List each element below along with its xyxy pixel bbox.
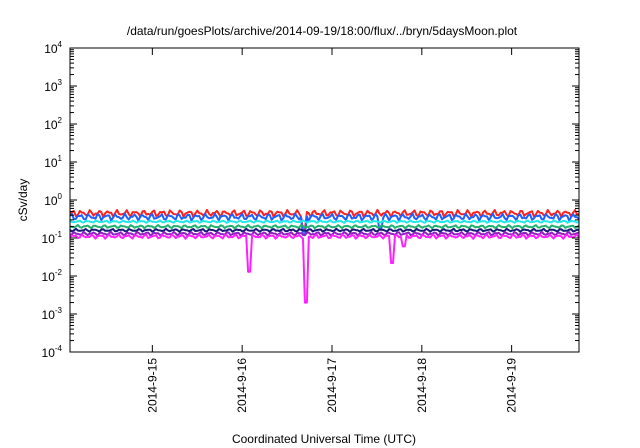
y-tick-base: 10 bbox=[44, 80, 58, 94]
y-tick-base: 10 bbox=[44, 194, 58, 208]
y-tick-exponent: -2 bbox=[55, 268, 63, 277]
x-tick-label: 2014-9-15 bbox=[145, 358, 159, 413]
x-tick-label: 2014-9-16 bbox=[235, 358, 249, 413]
y-tick-exponent: 0 bbox=[58, 192, 63, 201]
series-line bbox=[69, 208, 580, 232]
series-line bbox=[69, 227, 580, 233]
y-tick-base: 10 bbox=[42, 346, 56, 360]
x-tick-label: 2014-9-18 bbox=[415, 358, 429, 413]
y-tick-base: 10 bbox=[42, 308, 56, 322]
x-tick-label: 2014-9-17 bbox=[325, 358, 339, 413]
series-line bbox=[69, 212, 580, 236]
y-tick-exponent: 3 bbox=[58, 78, 63, 87]
series-line bbox=[69, 230, 580, 237]
series-line bbox=[69, 233, 580, 304]
y-tick-label: 101 bbox=[44, 154, 62, 170]
y-tick-label: 103 bbox=[44, 78, 62, 94]
y-tick-exponent: 4 bbox=[58, 40, 63, 49]
y-tick-base: 10 bbox=[44, 118, 58, 132]
y-tick-label: 100 bbox=[44, 192, 62, 208]
chart-title: /data/run/goesPlots/archive/2014-09-19/1… bbox=[127, 24, 518, 38]
y-tick-exponent: 2 bbox=[58, 116, 63, 125]
y-tick-exponent: 1 bbox=[58, 154, 63, 163]
series-line bbox=[70, 224, 580, 230]
plot-frame bbox=[69, 47, 580, 353]
x-axis: 2014-9-15 2014-9-16 2014-9-17 2014-9-18 2014… bbox=[145, 48, 519, 413]
y-tick-label: 104 bbox=[44, 40, 62, 56]
y-tick-base: 10 bbox=[44, 42, 58, 56]
y-tick-label: 10-3 bbox=[42, 306, 63, 322]
y-tick-exponent: -3 bbox=[55, 306, 63, 315]
y-axis-label: cSv/day bbox=[16, 179, 30, 222]
y-tick-exponent: -1 bbox=[55, 230, 63, 239]
y-tick-label: 10-1 bbox=[42, 230, 63, 246]
y-tick-base: 10 bbox=[42, 270, 56, 284]
series-line bbox=[69, 219, 580, 224]
x-tick-label: 2014-9-19 bbox=[505, 358, 519, 413]
y-tick-exponent: -4 bbox=[55, 344, 63, 353]
x-axis-label: Coordinated Universal Time (UTC) bbox=[232, 432, 416, 446]
y-tick-label: 10-2 bbox=[42, 268, 63, 284]
series-layer bbox=[69, 208, 580, 304]
y-tick-base: 10 bbox=[44, 156, 58, 170]
y-tick-label: 10-4 bbox=[42, 344, 63, 360]
y-tick-base: 10 bbox=[42, 232, 56, 246]
y-tick-label: 102 bbox=[44, 116, 62, 132]
